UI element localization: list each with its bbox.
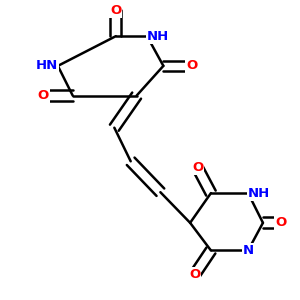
- Text: O: O: [275, 216, 286, 229]
- Text: N: N: [242, 244, 253, 257]
- Text: O: O: [110, 4, 122, 17]
- Text: O: O: [38, 89, 49, 102]
- Text: NH: NH: [147, 30, 169, 43]
- Text: O: O: [186, 59, 197, 72]
- Text: O: O: [189, 268, 200, 281]
- Text: HN: HN: [36, 59, 58, 72]
- Text: O: O: [192, 161, 203, 174]
- Text: NH: NH: [248, 187, 270, 200]
